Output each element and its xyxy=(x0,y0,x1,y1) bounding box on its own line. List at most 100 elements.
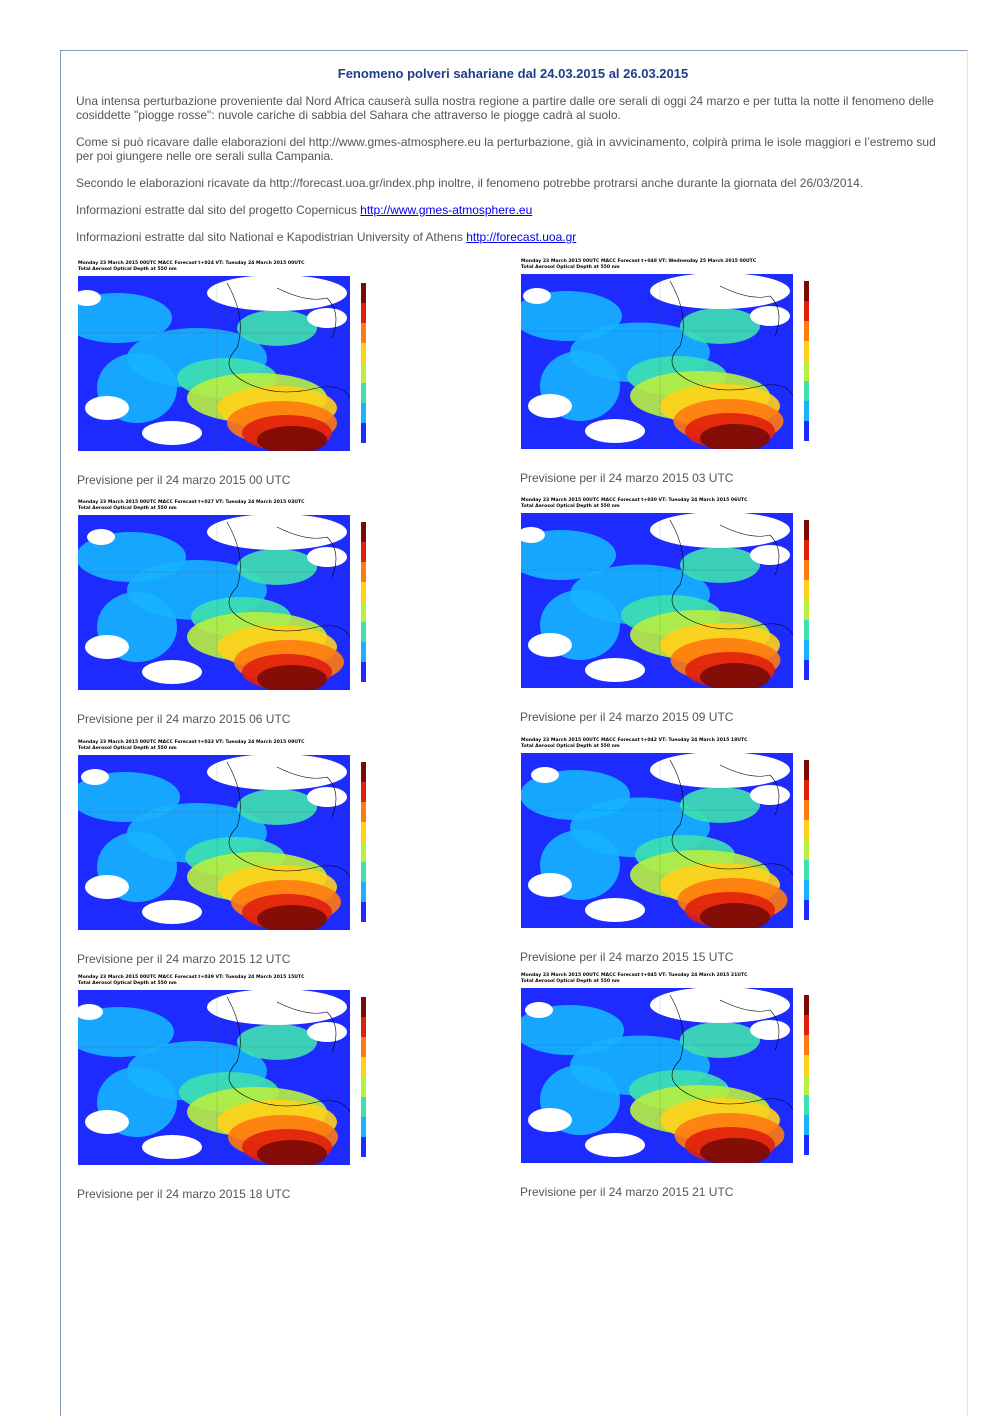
coastline xyxy=(669,280,793,397)
coastline xyxy=(226,521,350,638)
paragraph: Una intensa perturbazione proveniente da… xyxy=(76,94,956,122)
colorbar-swatch xyxy=(804,760,809,780)
aerosol-area xyxy=(521,291,622,341)
caption: Previsione per il 24 marzo 2015 06 UTC xyxy=(77,712,291,726)
colorbar-swatch xyxy=(804,1035,809,1055)
no-data xyxy=(207,515,347,550)
link[interactable]: http://www.gmes-atmosphere.eu xyxy=(360,203,533,217)
colorbar-swatch xyxy=(361,1077,366,1097)
no-data xyxy=(142,421,202,445)
colorbar-swatch xyxy=(804,341,809,361)
colorbar-swatch xyxy=(804,820,809,840)
caption: Previsione per il 24 marzo 2015 00 UTC xyxy=(77,473,291,487)
map-subtitle: Total Aerosol Optical Depth at 550 nm xyxy=(78,980,177,986)
colorbar-swatch xyxy=(361,602,366,622)
colorbar-swatch xyxy=(361,842,366,862)
colorbar-swatch xyxy=(804,361,809,381)
paragraph-text: Secondo le elaborazioni ricavate da http… xyxy=(76,176,864,190)
aerosol-area xyxy=(257,1140,327,1165)
no-data xyxy=(85,1110,129,1134)
figure: Monday 23 March 2015 00UTC MACC Forecast… xyxy=(520,495,820,724)
colorbar-swatch xyxy=(361,323,366,343)
no-data xyxy=(750,785,790,805)
colorbar-swatch xyxy=(361,542,366,562)
no-data xyxy=(87,529,115,545)
no-data xyxy=(585,1133,645,1157)
map-field xyxy=(78,990,350,1165)
no-data xyxy=(81,769,109,785)
map-field xyxy=(78,276,350,451)
colorbar-swatch xyxy=(804,520,809,540)
map-title: Monday 23 March 2015 00UTC MACC Forecast… xyxy=(521,258,757,264)
aerosol-area xyxy=(237,789,317,825)
no-data xyxy=(650,274,790,309)
coastline xyxy=(669,759,793,876)
colorbar-swatch xyxy=(361,1017,366,1037)
no-data xyxy=(85,396,129,420)
colorbar-swatch xyxy=(804,401,809,421)
paragraph-text: Come si può ricavare dalle elaborazioni … xyxy=(76,135,936,163)
coastline xyxy=(226,761,350,878)
colorbar-swatch xyxy=(804,800,809,820)
colorbar-swatch xyxy=(804,1095,809,1115)
colorbar-swatch xyxy=(804,780,809,800)
colorbar-swatch xyxy=(361,622,366,642)
colorbar-swatch xyxy=(804,880,809,900)
aerosol-area xyxy=(680,1022,760,1058)
no-data xyxy=(78,290,101,306)
map-subtitle: Total Aerosol Optical Depth at 550 nm xyxy=(521,503,620,509)
map-image: Monday 23 March 2015 00UTC MACC Forecast… xyxy=(520,735,815,930)
colorbar-swatch xyxy=(361,383,366,403)
no-data xyxy=(528,1108,572,1132)
colorbar-swatch xyxy=(804,1075,809,1095)
map-image: Monday 23 March 2015 00UTC MACC Forecast… xyxy=(520,970,815,1165)
colorbar-swatch xyxy=(361,642,366,662)
colorbar-swatch xyxy=(804,381,809,401)
figure: Monday 23 March 2015 00UTC MACC Forecast… xyxy=(77,497,377,726)
map-image: Monday 23 March 2015 00UTC MACC Forecast… xyxy=(77,258,372,453)
caption: Previsione per il 24 marzo 2015 03 UTC xyxy=(520,471,734,485)
no-data xyxy=(585,419,645,443)
figure: Monday 23 March 2015 00UTC MACC Forecast… xyxy=(520,735,820,964)
colorbar-swatch xyxy=(361,403,366,423)
no-data xyxy=(78,1004,103,1020)
paragraph: Secondo le elaborazioni ricavate da http… xyxy=(76,176,956,190)
colorbar-swatch xyxy=(361,562,366,582)
map-subtitle: Total Aerosol Optical Depth at 550 nm xyxy=(78,745,177,751)
no-data xyxy=(528,873,572,897)
aerosol-area xyxy=(237,549,317,585)
aerosol-area xyxy=(257,905,327,930)
colorbar-swatch xyxy=(361,582,366,602)
colorbar-swatch xyxy=(361,782,366,802)
no-data xyxy=(585,658,645,682)
no-data xyxy=(525,1002,553,1018)
map-image: Monday 23 March 2015 00UTC MACC Forecast… xyxy=(520,495,815,690)
no-data xyxy=(307,547,347,567)
no-data xyxy=(307,787,347,807)
aerosol-area xyxy=(680,787,760,823)
figure: Monday 23 March 2015 00UTC MACC Forecast… xyxy=(77,258,377,487)
map-title: Monday 23 March 2015 00UTC MACC Forecast… xyxy=(78,739,305,745)
no-data xyxy=(142,900,202,924)
link[interactable]: http://forecast.uoa.gr xyxy=(466,230,577,244)
colorbar-swatch xyxy=(804,995,809,1015)
no-data xyxy=(307,1022,347,1042)
no-data xyxy=(142,1135,202,1159)
colorbar-swatch xyxy=(804,660,809,680)
no-data xyxy=(650,988,790,1023)
map-field xyxy=(78,755,350,930)
colorbar-swatch xyxy=(361,902,366,922)
colorbar-swatch xyxy=(804,1015,809,1035)
caption: Previsione per il 24 marzo 2015 15 UTC xyxy=(520,950,734,964)
coastline xyxy=(669,994,793,1111)
map-title: Monday 23 March 2015 00UTC MACC Forecast… xyxy=(78,499,305,505)
coastline xyxy=(226,282,350,399)
colorbar-swatch xyxy=(361,522,366,542)
aerosol-area xyxy=(680,547,760,583)
colorbar-swatch xyxy=(804,840,809,860)
aerosol-area xyxy=(237,1024,317,1060)
paragraph-text: Informazioni estratte dal sito National … xyxy=(76,230,463,244)
colorbar-swatch xyxy=(361,822,366,842)
aerosol-area xyxy=(700,903,770,928)
